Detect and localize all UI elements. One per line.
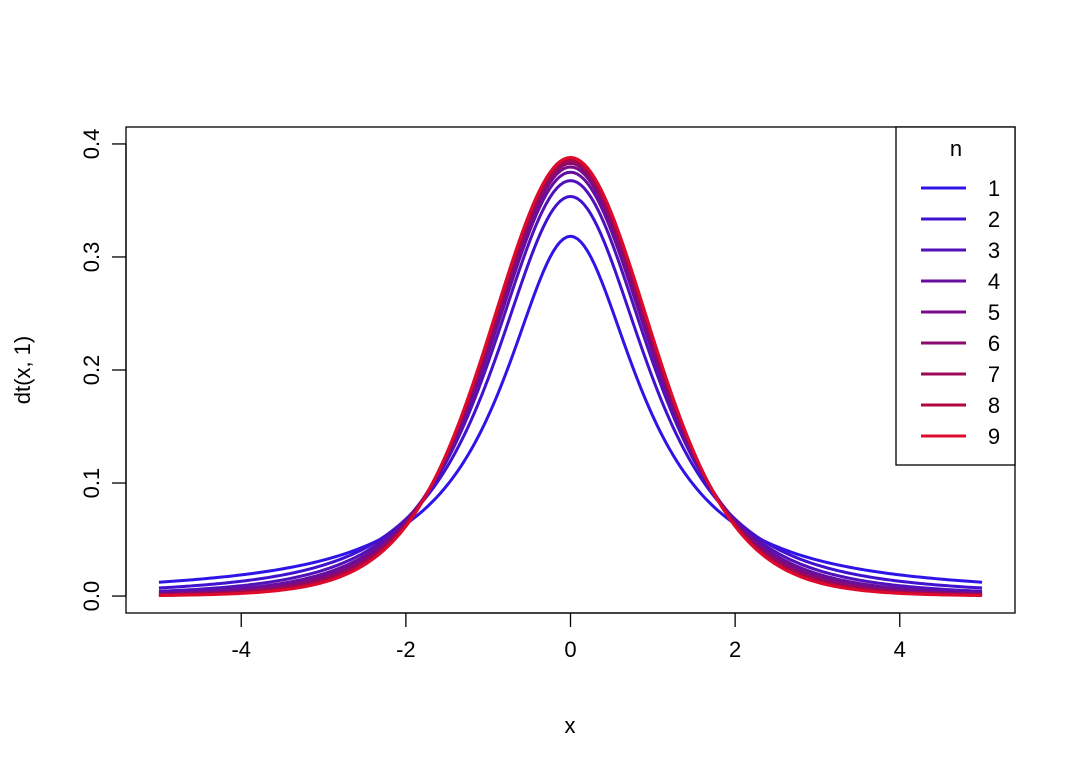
x-tick-label: -4 <box>231 637 251 662</box>
y-tick-label: 0.4 <box>79 129 104 160</box>
series-line-n2 <box>158 194 983 590</box>
series-line-n3 <box>158 179 983 593</box>
legend-label: 2 <box>988 207 1000 232</box>
y-tick-label: 0.3 <box>79 242 104 273</box>
series-line-n7 <box>158 159 983 597</box>
x-axis-label: x <box>565 713 576 738</box>
x-tick-label: 4 <box>894 637 906 662</box>
x-tick-label: -2 <box>396 637 416 662</box>
series-line-n5 <box>158 165 983 596</box>
y-tick-label: 0.1 <box>79 468 104 499</box>
x-tick-label: 2 <box>729 637 741 662</box>
legend-label: 5 <box>988 300 1000 325</box>
y-tick-label: 0.0 <box>79 581 104 612</box>
series-line-n6 <box>158 161 983 597</box>
y-tick-label: 0.2 <box>79 355 104 386</box>
series-line-n4 <box>158 170 983 595</box>
plot-frame <box>125 126 1016 614</box>
legend-label: 6 <box>988 331 1000 356</box>
series-line-n8 <box>158 157 983 597</box>
legend-label: 8 <box>988 393 1000 418</box>
legend-label: 7 <box>988 362 1000 387</box>
x-tick-label: 0 <box>564 637 576 662</box>
series-lines <box>158 155 983 597</box>
legend-label: 9 <box>988 424 1000 449</box>
series-line-n9 <box>158 155 983 597</box>
legend-label: 1 <box>988 176 1000 201</box>
legend-label: 3 <box>988 238 1000 263</box>
legend-label: 4 <box>988 269 1000 294</box>
legend-box <box>895 126 1016 466</box>
y-axis-label: dt(x, 1) <box>10 336 35 404</box>
series-line-n1 <box>158 234 983 584</box>
axis-ticks: -4 -2 0 2 4 0.0 0.1 0.2 0.3 0.4 <box>79 129 906 662</box>
legend: n 1 2 3 4 5 6 7 8 9 <box>895 126 1016 466</box>
legend-title: n <box>950 136 962 161</box>
